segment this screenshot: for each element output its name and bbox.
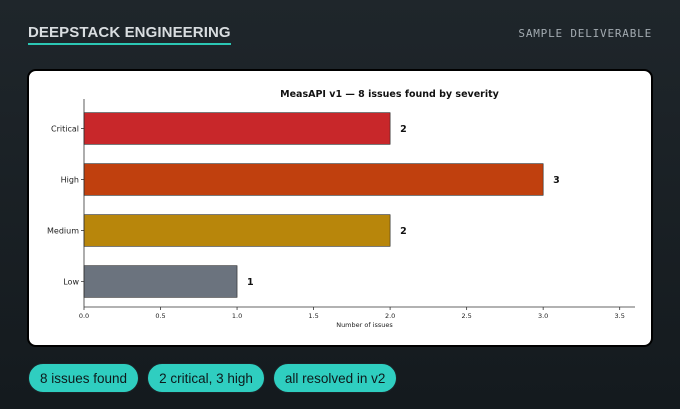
bar-medium	[83, 214, 391, 247]
data-label-low: 1	[247, 277, 254, 288]
x-tick-label-1: 0.5	[155, 312, 165, 320]
x-tick-label-2: 1.0	[232, 312, 242, 320]
x-tick-label-5: 2.5	[461, 312, 471, 320]
y-tick-label-critical: Critical	[51, 125, 79, 134]
brand-title: DEEPSTACK ENGINEERING	[28, 24, 231, 45]
data-label-critical: 2	[400, 124, 407, 135]
bar-critical	[83, 112, 391, 145]
y-tick-label-medium: Medium	[47, 227, 79, 236]
bar-low	[83, 265, 238, 298]
summary-pills: 8 issues found 2 critical, 3 high all re…	[28, 363, 398, 393]
y-tick-label-high: High	[61, 176, 79, 185]
severity-bar-chart: MeasAPI v1 — 8 issues found by severity 2…	[47, 89, 635, 329]
pill-issues-found: 8 issues found	[28, 363, 140, 393]
chart-card: MeasAPI v1 — 8 issues found by severity 2…	[27, 69, 653, 347]
chart-title: MeasAPI v1 — 8 issues found by severity	[280, 89, 499, 100]
bar-high	[83, 163, 544, 196]
data-label-high: 3	[553, 175, 560, 186]
x-tick-label-4: 2.0	[385, 312, 395, 320]
x-tick-label-7: 3.5	[615, 312, 625, 320]
x-tick-label-6: 3.0	[538, 312, 548, 320]
y-tick-label-low: Low	[63, 278, 79, 287]
pill-resolved: all resolved in v2	[272, 363, 398, 393]
deliverable-tag: SAMPLE DELIVERABLE	[518, 27, 652, 40]
pill-critical-high: 2 critical, 3 high	[147, 363, 265, 393]
x-tick-label-3: 1.5	[308, 312, 318, 320]
x-tick-label-0: 0.0	[79, 312, 89, 320]
data-label-medium: 2	[400, 226, 407, 237]
x-axis-label: Number of issues	[336, 321, 393, 329]
